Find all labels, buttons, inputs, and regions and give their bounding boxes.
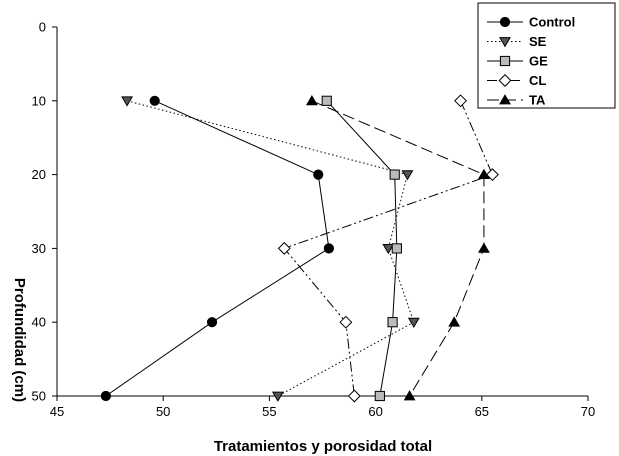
x-tick-label: 70 — [581, 404, 595, 419]
legend-label-ge: GE — [529, 54, 548, 69]
legend: Control SE GE CL TA — [478, 3, 615, 108]
data-point-se — [409, 318, 419, 327]
data-point-control — [314, 170, 323, 179]
data-point-se — [402, 171, 412, 180]
data-point-ge — [392, 244, 401, 253]
data-point-se — [122, 97, 132, 106]
legend-label-se: SE — [529, 34, 547, 49]
data-point-ge — [390, 170, 399, 179]
y-tick-label: 40 — [32, 315, 46, 330]
data-point-control — [101, 391, 110, 400]
series-layer — [101, 95, 498, 402]
y-tick-label: 20 — [32, 167, 46, 182]
legend-label-control: Control — [529, 15, 575, 30]
y-axis-title: Profundidad (cm) — [11, 278, 28, 402]
data-point-ge — [322, 96, 331, 105]
x-tick-label: 55 — [262, 404, 276, 419]
data-point-ta — [449, 317, 459, 326]
legend-label-cl: CL — [529, 73, 546, 88]
data-point-cl — [349, 390, 361, 402]
y-tick-label: 10 — [32, 93, 46, 108]
data-point-control — [207, 318, 216, 327]
legend-marker-control — [500, 17, 509, 26]
data-point-ge — [388, 318, 397, 327]
y-axis-ticks: 0 10 20 30 40 50 — [32, 20, 57, 404]
data-point-ta — [307, 96, 317, 105]
data-point-cl — [455, 95, 467, 107]
data-point-ge — [375, 391, 384, 400]
data-point-cl — [279, 243, 291, 255]
x-tick-label: 65 — [475, 404, 489, 419]
series-line-control — [106, 101, 329, 396]
series-se — [122, 97, 419, 401]
data-point-control — [324, 244, 333, 253]
x-tick-label: 45 — [50, 404, 64, 419]
data-point-cl — [340, 316, 352, 328]
y-tick-label: 30 — [32, 241, 46, 256]
x-axis-ticks: 45 50 55 60 65 70 — [50, 396, 595, 419]
legend-marker-ge — [500, 56, 509, 65]
x-axis-title: Tratamientos y porosidad total — [214, 438, 432, 455]
legend-label-ta: TA — [529, 93, 546, 108]
data-point-control — [150, 96, 159, 105]
data-point-ta — [479, 244, 489, 253]
y-tick-label: 50 — [32, 389, 46, 404]
x-tick-label: 50 — [156, 404, 170, 419]
y-tick-label: 0 — [39, 20, 46, 35]
series-control — [101, 96, 333, 400]
x-tick-label: 60 — [368, 404, 382, 419]
